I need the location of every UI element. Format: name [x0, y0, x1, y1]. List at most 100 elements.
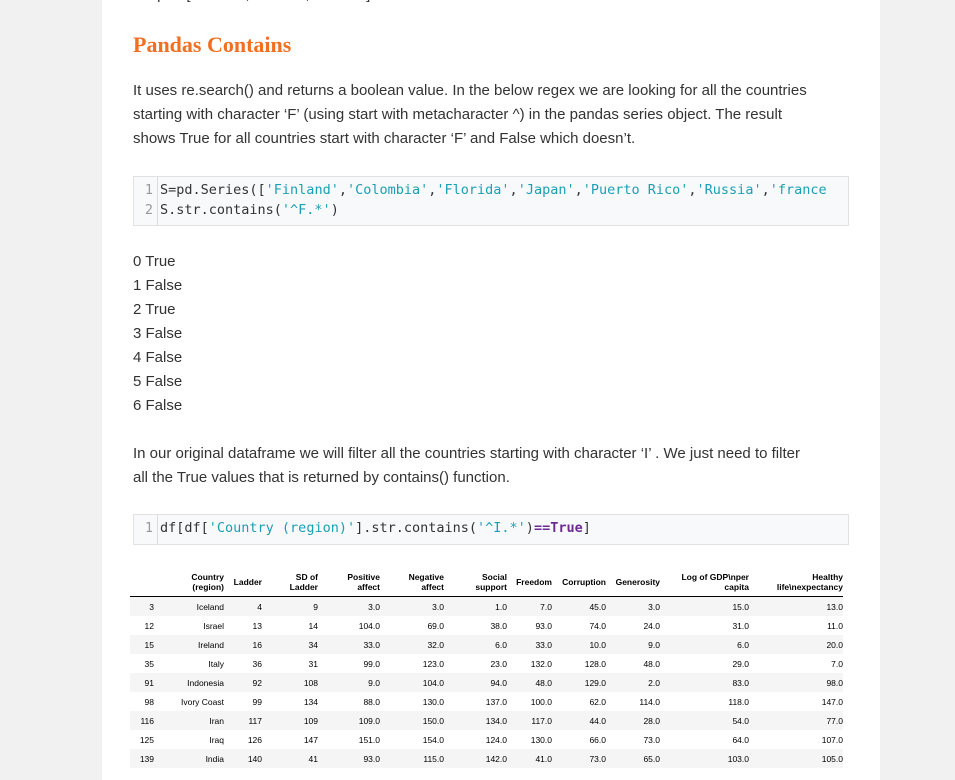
- table-cell: Israel: [203, 620, 224, 631]
- header-row: Country (region) Ladder SD of Ladder Positive…: [130, 567, 843, 597]
- output-line: 3 False: [133, 325, 183, 342]
- table-cell: 16: [224, 635, 262, 654]
- table-cell: 128.0: [584, 658, 606, 669]
- table-cell: 35: [144, 658, 154, 669]
- table-cell: 147: [303, 734, 318, 745]
- table-cell: 33.0: [507, 635, 552, 654]
- table-cell: 65.0: [606, 749, 660, 768]
- table-cell: 7.0: [831, 658, 843, 669]
- table-row: 12 Israel 13 14 104.0 69.0 38.0 93.0 74.0 24.0 31.…: [130, 616, 843, 635]
- table-cell: 126: [247, 734, 262, 745]
- table-cell: 38.0: [490, 620, 507, 631]
- table-cell: 48.0: [507, 673, 552, 692]
- table-cell: 140: [224, 749, 262, 768]
- table-cell: 9.0: [606, 635, 660, 654]
- header-text: support: [475, 581, 507, 592]
- header-text: Corruption: [562, 576, 606, 587]
- table-cell: 134: [303, 696, 318, 707]
- table-cell: 105.0: [749, 749, 843, 768]
- table-cell: 93.0: [318, 749, 380, 768]
- table-cell: 103.0: [660, 749, 749, 768]
- article: Output: ['Finland', 'Florida', 'France']…: [102, 0, 880, 780]
- table-cell: 14: [308, 620, 318, 631]
- table-row: 91 Indonesia 92 108 9.0 104.0 94.0 48.0 129.0 2.0…: [130, 673, 843, 692]
- header-text: Social: [481, 571, 507, 582]
- table-cell: 3: [130, 596, 154, 616]
- output-line: 6 False: [133, 397, 183, 414]
- table-row: 3 Iceland 4 9 3.0 3.0 1.0 7.0 45.0 3.0 15.0 13.0: [130, 596, 843, 616]
- table-cell: Italy: [208, 658, 224, 669]
- line-number: 1: [144, 520, 153, 536]
- column-header: Generosity: [606, 567, 660, 597]
- header-text: affect: [357, 581, 380, 592]
- table-cell: 6.0: [660, 635, 749, 654]
- column-header: Social support: [444, 567, 507, 597]
- table-cell: 83.0: [660, 673, 749, 692]
- table-row: 15 Ireland 16 34 33.0 32.0 6.0 33.0 10.0 9.0 6.0 20…: [130, 635, 843, 654]
- output-line: 2 True: [133, 301, 176, 318]
- intro-line: starting with character ‘F’ (using start…: [133, 106, 782, 123]
- table-cell: 118.0: [728, 696, 749, 707]
- table-cell: 130.0: [530, 734, 552, 745]
- table-cell: 2.0: [606, 673, 660, 692]
- table-cell: 125: [139, 734, 154, 745]
- paragraph-line: In our original dataframe we will filter…: [133, 445, 800, 462]
- table-cell: 62.0: [589, 696, 606, 707]
- table-cell: 66.0: [589, 734, 606, 745]
- table-cell: 124.0: [485, 734, 507, 745]
- table-cell: 48.0: [643, 658, 660, 669]
- header-text: Negative: [408, 571, 444, 582]
- table-cell: Iceland: [154, 596, 224, 616]
- paragraph-line: all the True values that is returned by …: [133, 469, 510, 486]
- table-cell: 98.0: [749, 673, 843, 692]
- output-line: 5 False: [133, 373, 183, 390]
- table-cell: Iraq: [209, 734, 224, 745]
- table-cell: 9.0: [318, 673, 380, 692]
- table-cell: 20.0: [749, 635, 843, 654]
- table-cell: 116: [130, 711, 154, 730]
- table-cell: 93.0: [535, 620, 552, 631]
- table-cell: 117.0: [507, 711, 552, 730]
- column-header: Country (region): [154, 567, 224, 597]
- header-text: Freedom: [516, 576, 552, 587]
- table-cell: 92: [224, 673, 262, 692]
- table-cell: 132.0: [530, 658, 552, 669]
- table-cell: 123.0: [422, 658, 444, 669]
- table-cell: 3.0: [318, 596, 380, 616]
- line-number: 1: [144, 182, 153, 198]
- header-text: Log of GDP\nper: [681, 571, 749, 582]
- table-cell: 54.0: [660, 711, 749, 730]
- table-cell: 108: [262, 673, 318, 692]
- column-header: Negative affect: [380, 567, 444, 597]
- table-cell: 107.0: [821, 734, 843, 745]
- table-row: 116 Iran 117 109 109.0 150.0 134.0 117.0 44.0 28.…: [130, 711, 843, 730]
- table-cell: 73.0: [552, 749, 606, 768]
- table-cell: 98: [144, 696, 154, 707]
- column-header: Freedom: [507, 567, 552, 597]
- table-cell: 34: [262, 635, 318, 654]
- table-cell: 99: [252, 696, 262, 707]
- gutter: 1: [134, 515, 158, 544]
- table-cell: 104.0: [380, 673, 444, 692]
- column-header: Positive affect: [318, 567, 380, 597]
- code-block: 1 df[df['Country (region)'].str.contains(…: [133, 514, 849, 545]
- table-cell: 3.0: [606, 596, 660, 616]
- table-cell: 130.0: [422, 696, 444, 707]
- table-cell: 13: [252, 620, 262, 631]
- table-cell: 129.0: [552, 673, 606, 692]
- column-header: Healthy life\nexpectancy: [749, 567, 843, 597]
- intro-line: shows True for all countries start with …: [133, 130, 636, 147]
- header-text: capita: [724, 581, 749, 592]
- table-cell: 69.0: [427, 620, 444, 631]
- header-text: affect: [421, 581, 444, 592]
- table-cell: 142.0: [444, 749, 507, 768]
- table-cell: 33.0: [318, 635, 380, 654]
- table-cell: 99.0: [363, 658, 380, 669]
- table-cell: 91: [130, 673, 154, 692]
- table-row: 139 India 140 41 93.0 115.0 142.0 41.0 73.0 65.0 1…: [130, 749, 843, 768]
- table-cell: 44.0: [552, 711, 606, 730]
- table-cell: 77.0: [749, 711, 843, 730]
- table-cell: 32.0: [380, 635, 444, 654]
